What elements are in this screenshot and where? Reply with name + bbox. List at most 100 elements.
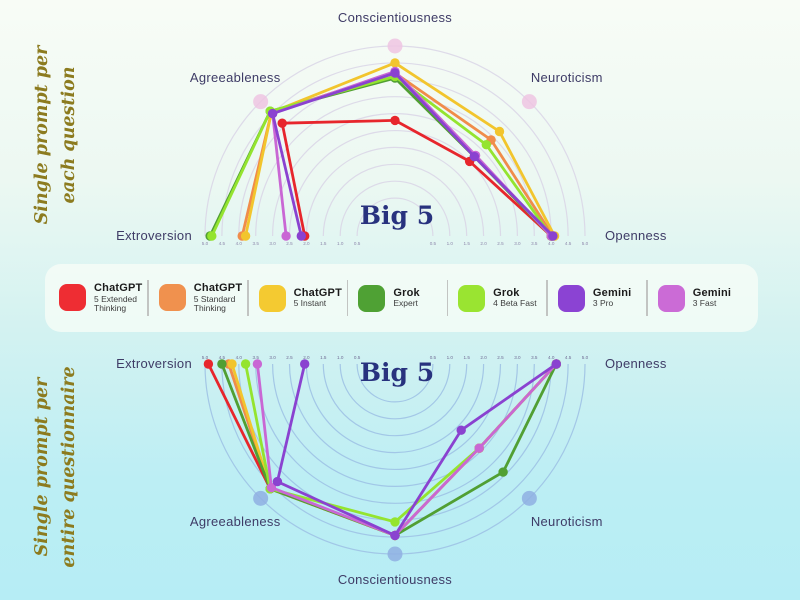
series-dot-gemini-3-pro [300,359,310,369]
series-dot-gemini-3-pro [548,231,558,241]
series-dot-grok-4-beta-fast [390,517,400,527]
axis-label-extroversion: Extroversion [116,228,192,243]
legend-model-name: ChatGPT [193,281,243,294]
tick-label: 0.5 [430,355,437,360]
tick-label: 5.0 [202,241,209,246]
series-dot-grok-4-beta-fast [240,359,251,369]
series-dot-chatgpt-5-extended-thinking [390,115,400,126]
grid-ring [288,129,502,237]
tick-label: 2.0 [480,355,487,360]
tick-label: 4.0 [548,355,555,360]
legend-model-name: Gemini [692,286,732,299]
series-dot-gemini-3-pro [551,359,561,369]
grid-ring [255,96,535,237]
legend-entry-gemini-3-pro: Gemini 3 Pro [548,284,646,312]
legend-swatch [557,284,585,312]
series-dot-gemini-3-pro [390,530,400,541]
tick-label: 3.5 [253,355,260,360]
legend-model-variant: 3 Fast [692,298,717,309]
legend-divider [446,280,449,316]
tick-label: 2.5 [286,241,293,246]
legend-swatch [657,284,685,312]
chart-title: Big 5 [360,358,434,387]
grid-ring [322,163,468,237]
grid-ring [272,113,518,237]
tick-label: 3.0 [514,241,521,246]
series-dot-gemini-3-pro [456,425,466,435]
tick-label: 0.5 [354,355,361,360]
series-dot-grok-4-beta-fast [481,140,491,150]
legend-swatch [59,284,86,312]
legend-swatch [258,284,286,312]
legend-swatch [358,284,386,312]
grid-ring [255,363,535,504]
series-dot-grok-4-beta-fast [207,231,217,241]
radar-chart-single-prompt-per-each-question: 0.5 0.5 1.0 1.0 1.5 1.5 2.0 2.0 2.5 2.5 3.0 3.0 3.5 3… [116,10,667,246]
series-dot-gemini-3-pro [267,108,278,119]
legend-model-variant: 5 Instant [293,298,327,309]
legend-model-name: Gemini [592,286,632,299]
tick-label: 4.5 [219,241,226,246]
series-dot-chatgpt-5-instant [240,231,251,241]
grid-ring [339,363,451,420]
legend-divider [546,280,548,316]
legend-entry-chatgpt-5-standard-thinking: ChatGPT 5 Standard Thinking [149,282,247,314]
tick-label: 3.5 [531,355,538,360]
axis-label-neuroticism: Neuroticism [531,70,603,85]
legend-model-name: Grok [493,286,520,299]
tick-label: 5.0 [582,355,589,360]
series-dot-chatgpt-5-instant [494,126,505,137]
legend-entry-chatgpt-5-extended-thinking: ChatGPT 5 Extended Thinking [57,282,147,314]
series-line-chatgpt-5-instant [230,362,558,537]
tick-label: 2.0 [303,355,310,360]
grid-ring [356,197,434,237]
legend-divider [147,280,149,316]
legend: ChatGPT 5 Extended Thinking ChatGPT 5 Stand… [45,264,758,332]
legend-model-variant: 3 Pro [592,298,614,309]
tick-label: 5.0 [202,355,209,360]
legend-swatch [158,284,186,312]
legend-label: ChatGPT 5 Extended Thinking [94,282,147,314]
tick-label: 1.0 [337,241,344,246]
chart-ticks: 0.5 0.5 1.0 1.0 1.5 1.5 2.0 2.0 2.5 2.5 3.0 3.0 3.5 3… [202,355,589,360]
tick-label: 1.0 [337,355,344,360]
grid-ring [322,363,468,437]
series-dot-gemini-3-fast [281,231,291,241]
legend-divider [346,280,349,316]
tick-label: 4.0 [548,241,555,246]
legend-model-name: ChatGPT [293,286,343,299]
series-dot-grok-expert [217,359,227,369]
series-dot-gemini-3-pro [469,151,480,162]
grid-ring [356,363,434,403]
series-dot-grok-expert [498,467,508,477]
tick-label: 4.5 [219,355,226,360]
legend-label: ChatGPT 5 Instant [294,287,342,309]
legend-label: Grok 4 Beta Fast [493,287,536,309]
axis-label-openness: Openness [605,228,667,243]
legend-model-variant: 5 Standard Thinking [193,293,236,314]
tick-label: 0.5 [354,241,361,246]
axis-label-extroversion: Extroversion [116,356,192,371]
axis-endpoint-dot [253,94,269,110]
axis-label-agreeableness: Agreeableness [190,70,281,85]
tick-label: 1.0 [447,241,454,246]
series-line-grok-expert [220,362,558,537]
series-dot-chatgpt-5-extended-thinking [203,359,214,369]
axis-endpoint-dot [253,490,269,506]
tick-label: 1.0 [447,355,454,360]
legend-divider [646,280,648,316]
tick-label: 2.5 [286,355,293,360]
axis-label-conscientiousness: Conscientiousness [338,572,452,587]
series-dot-chatgpt-5-instant [390,58,400,68]
legend-label: Gemini 3 Pro [593,287,632,309]
axis-label-openness: Openness [605,356,667,371]
series-dot-gemini-3-pro [296,231,306,241]
legend-label: Grok Expert [393,287,419,309]
grid-ring [305,146,485,237]
legend-entry-grok-4-beta-fast: Grok 4 Beta Fast [448,284,546,312]
tick-label: 3.5 [531,241,538,246]
tick-label: 4.0 [236,355,243,360]
axis-endpoint-dot [387,38,403,54]
tick-label: 1.5 [464,355,471,360]
